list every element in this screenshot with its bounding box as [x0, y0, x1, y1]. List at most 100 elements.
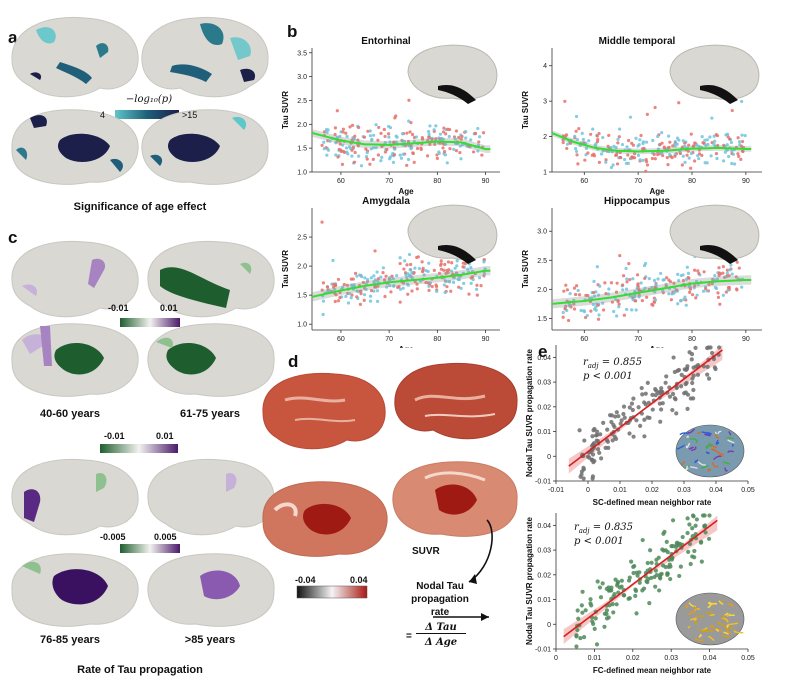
data-point: [584, 146, 589, 150]
data-point: [612, 592, 617, 597]
data-point: [618, 155, 622, 160]
brain-inset-icon: [669, 204, 760, 264]
data-point: [405, 275, 409, 279]
data-point: [643, 402, 648, 407]
data-point: [636, 153, 641, 158]
data-point: [589, 309, 593, 313]
data-point: [653, 285, 657, 289]
data-point: [328, 139, 332, 143]
e-top-r: radj = 0.855: [583, 357, 642, 370]
y-tick-label: 0.03: [537, 548, 551, 555]
data-point: [626, 596, 631, 601]
data-point: [627, 405, 632, 410]
data-point: [712, 142, 716, 146]
data-point: [610, 438, 615, 443]
y-tick-label: 0.01: [537, 429, 551, 436]
data-point: [325, 285, 330, 289]
data-point: [674, 542, 679, 547]
data-point: [629, 401, 635, 406]
data-point: [385, 147, 389, 152]
data-point: [637, 580, 642, 585]
data-point: [392, 284, 396, 288]
network-edge: [706, 445, 709, 449]
data-point: [479, 284, 483, 288]
data-point: [364, 287, 368, 292]
data-point: [435, 153, 439, 157]
panel-e-plots: -0.01 0 0.01 0.02 0.03 0.04 0.05-0.0100.010.02…: [525, 345, 755, 675]
data-point: [438, 132, 443, 136]
data-point: [612, 414, 618, 419]
data-point: [666, 163, 670, 167]
data-point: [619, 418, 624, 423]
data-point: [659, 151, 663, 155]
x-tick-label: 0.01: [588, 655, 602, 662]
data-point: [396, 285, 400, 290]
data-point: [663, 380, 668, 385]
x-tick-label: 60: [580, 178, 588, 185]
data-point: [637, 295, 641, 299]
data-point: [713, 139, 717, 143]
data-point: [596, 293, 601, 297]
data-point: [574, 644, 579, 649]
panel-c-caption: Rate of Tau propagation: [77, 664, 203, 676]
y-tick-label: 2.0: [297, 264, 307, 271]
data-point: [601, 420, 606, 425]
data-point: [412, 160, 416, 164]
data-point: [577, 293, 582, 297]
data-point: [618, 127, 622, 131]
data-point: [653, 387, 658, 392]
data-point: [326, 148, 331, 152]
data-point: [692, 548, 697, 554]
y-axis-label: Nodal Tau SUVR propagation rate: [525, 517, 534, 645]
data-point: [690, 526, 695, 531]
data-point: [383, 150, 388, 154]
data-point: [615, 281, 619, 285]
data-point: [392, 140, 396, 144]
data-point: [737, 140, 742, 144]
data-point: [685, 406, 690, 411]
network-edge: [706, 432, 712, 435]
data-point: [625, 287, 629, 291]
data-point: [409, 144, 413, 148]
data-point: [662, 278, 666, 282]
data-point: [740, 99, 744, 104]
data-point: [710, 116, 714, 120]
trend-line: [551, 132, 752, 153]
data-point: [376, 138, 380, 142]
data-point: [611, 163, 615, 167]
data-point: [672, 291, 676, 295]
data-point: [670, 544, 676, 549]
data-point: [379, 131, 383, 135]
plot-title: Middle temporal: [599, 36, 676, 47]
data-point: [572, 302, 576, 306]
data-point: [686, 271, 691, 276]
data-point: [368, 162, 372, 166]
brain-right-medial-a: [141, 109, 269, 185]
scatter-plot-e-1: -0.01 0 0.01 0.02 0.03 0.04 0.05 -0.01 0 0.01 0.02…: [525, 345, 755, 507]
data-point: [362, 135, 367, 139]
data-point: [370, 138, 374, 142]
network-edge: [708, 601, 717, 606]
data-point: [617, 302, 621, 306]
data-point: [464, 136, 468, 140]
data-point: [346, 152, 350, 156]
data-point: [388, 278, 392, 282]
brain-c-76-85-lateral: [11, 458, 139, 536]
y-tick-label: 3: [543, 99, 547, 106]
data-point: [372, 289, 376, 293]
network-edge: [684, 604, 689, 609]
data-point: [442, 283, 446, 287]
data-point: [715, 156, 719, 161]
data-point: [614, 602, 619, 607]
data-point: [683, 144, 687, 148]
data-point: [350, 148, 354, 152]
network-edge: [704, 610, 714, 615]
data-point: [691, 396, 696, 401]
data-point: [475, 287, 479, 291]
data-point: [374, 123, 378, 127]
data-point: [432, 128, 436, 132]
data-point: [478, 135, 482, 139]
data-point: [718, 302, 722, 306]
e-top-r-sub: adj: [587, 362, 599, 370]
data-point: [685, 153, 689, 157]
